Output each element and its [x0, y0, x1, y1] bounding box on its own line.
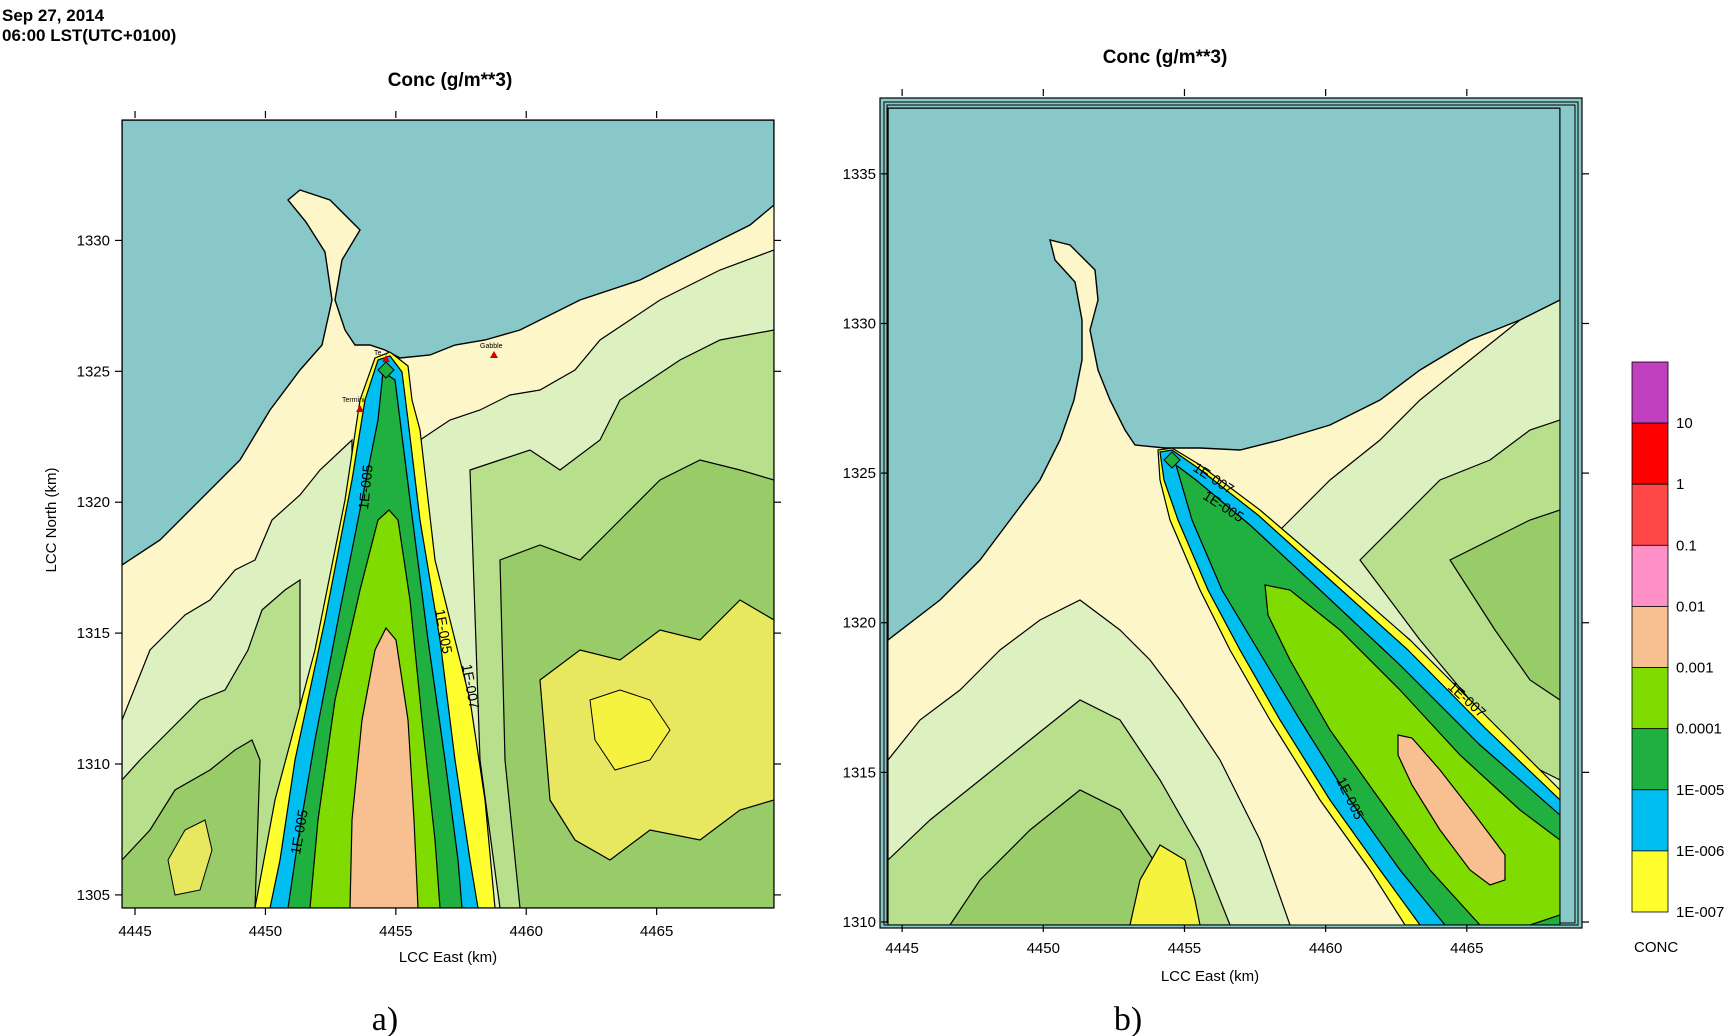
panel-a-xtick-label-4: 4465 — [640, 923, 673, 940]
legend-swatch-7 — [1631, 789, 1669, 852]
poi-c-label: Termini — [342, 397, 365, 404]
legend-swatch-8 — [1631, 850, 1669, 913]
panel-a-contour-label-2: 1E-005 — [432, 608, 456, 655]
poi-b-label: Gabble — [480, 343, 503, 350]
panel-a-xtick-label-2: 4455 — [379, 923, 412, 940]
panel-a-source — [377, 361, 395, 379]
panel-b-ytick-label-4: 1330 — [843, 315, 876, 332]
panel-b-ytick-label-1: 1315 — [843, 764, 876, 781]
panel-a-contour-label-3: 1E-005 — [287, 808, 311, 855]
panel-a-terrain-peak — [167, 819, 213, 896]
poi-a-marker — [382, 355, 390, 362]
panel-a-ytick-label-3: 1320 — [77, 494, 110, 511]
panel-a-title: Conc (g/m**3) — [388, 70, 513, 91]
panel-a-map: Te... Gabble Termini 1E-005 1E-005 1E-00… — [122, 120, 774, 908]
legend-swatch-6 — [1631, 728, 1669, 791]
panel-a-terrain-high — [122, 739, 261, 908]
panel-a-contour-label-4: 1E-007 — [459, 663, 483, 710]
legend-label-6: 1E-005 — [1676, 782, 1724, 799]
legend-swatch-4 — [1631, 606, 1669, 668]
panel-a-axes: 4445 4450 4455 4460 4465 1305 1310 1315 1320 1325… — [77, 111, 781, 940]
panel-b-sea — [888, 108, 1560, 641]
panel-a-xlabel: LCC East (km) — [399, 949, 497, 966]
legend: 10 1 0.1 0.01 0.001 0.0001 1E-005 1E-006 1E-007 — [1631, 361, 1724, 921]
panel-b-source — [1163, 451, 1181, 469]
legend-swatch-1 — [1631, 422, 1669, 485]
legend-label-2: 0.1 — [1676, 537, 1697, 554]
legend-swatch-0 — [1631, 361, 1669, 424]
panel-a-xtick-label-3: 4460 — [510, 923, 543, 940]
panel-a-sea — [122, 120, 774, 566]
panel-b-terrain-east-high — [1449, 509, 1560, 701]
panel-b-caption: b) — [1114, 1001, 1142, 1036]
legend-label-0: 10 — [1676, 415, 1693, 432]
legend-label-7: 1E-006 — [1676, 843, 1724, 860]
panel-a-ytick-label-1: 1310 — [77, 756, 110, 773]
poi-c-marker — [356, 405, 364, 412]
panel-b-title: Conc (g/m**3) — [1103, 47, 1228, 68]
panel-a-ytick-label-0: 1305 — [77, 887, 110, 904]
panel-a-ytick-label-2: 1315 — [77, 625, 110, 642]
panel-a-xtick-label-1: 4450 — [249, 923, 282, 940]
panel-b-plume-1e3 — [1397, 734, 1506, 886]
panel-b-ytick-label-0: 1310 — [843, 914, 876, 931]
legend-label-3: 0.01 — [1676, 598, 1705, 615]
panel-b-terrain-east-mid — [1359, 419, 1560, 781]
panel-b-ytick-label-3: 1325 — [843, 465, 876, 482]
header-time: 06:00 LST(UTC+0100) — [2, 26, 177, 45]
poi-a-label: Te... — [374, 350, 387, 357]
panel-b-ytick-label-5: 1335 — [843, 166, 876, 183]
panel-a-frame — [121, 119, 775, 909]
header-date: Sep 27, 2014 — [2, 6, 105, 25]
panel-b: Conc (g/m**3) 1E-007 1E-005 1E- — [843, 47, 1589, 1036]
legend-swatch-2 — [1631, 483, 1669, 546]
poi-b-marker — [490, 351, 498, 358]
legend-swatch-5 — [1631, 667, 1669, 730]
panel-a-ytick-label-5: 1330 — [77, 232, 110, 249]
panel-a: Conc (g/m**3) Te — [43, 70, 781, 1036]
legend-label-8: 1E-007 — [1676, 904, 1724, 921]
legend-label-5: 0.0001 — [1676, 721, 1722, 738]
panel-b-xtick-label-1: 4450 — [1027, 940, 1060, 957]
panel-b-xtick-label-4: 4465 — [1450, 940, 1483, 957]
panel-b-ytick-label-2: 1320 — [843, 615, 876, 632]
legend-title: CONC — [1634, 939, 1678, 956]
panel-a-contour-label-1: 1E-005 — [355, 464, 376, 511]
panel-b-axes: 4445 4450 4455 4460 4465 1310 1315 1320 1325 1330… — [843, 89, 1589, 957]
panel-a-ylabel: LCC North (km) — [43, 467, 60, 572]
panel-b-xtick-label-3: 4460 — [1309, 940, 1342, 957]
panel-b-xtick-label-2: 4455 — [1168, 940, 1201, 957]
panel-a-terrain-east-summit — [589, 689, 671, 771]
panel-a-ytick-label-4: 1325 — [77, 363, 110, 380]
legend-swatch-3 — [1631, 544, 1669, 607]
panel-b-terrain-west-peak — [1129, 844, 1201, 925]
panel-a-xtick-label-0: 4445 — [118, 923, 151, 940]
legend-label-4: 0.001 — [1676, 660, 1714, 677]
panel-b-map: 1E-007 1E-005 1E-005 1E-007 — [888, 108, 1560, 925]
panel-b-plot-frame — [887, 107, 1561, 926]
legend-label-1: 1 — [1676, 476, 1684, 493]
panel-b-xtick-label-0: 4445 — [885, 940, 918, 957]
panel-a-caption: a) — [372, 1001, 398, 1036]
panel-b-xlabel: LCC East (km) — [1161, 968, 1259, 985]
panel-a-plume-1e3 — [349, 626, 419, 908]
